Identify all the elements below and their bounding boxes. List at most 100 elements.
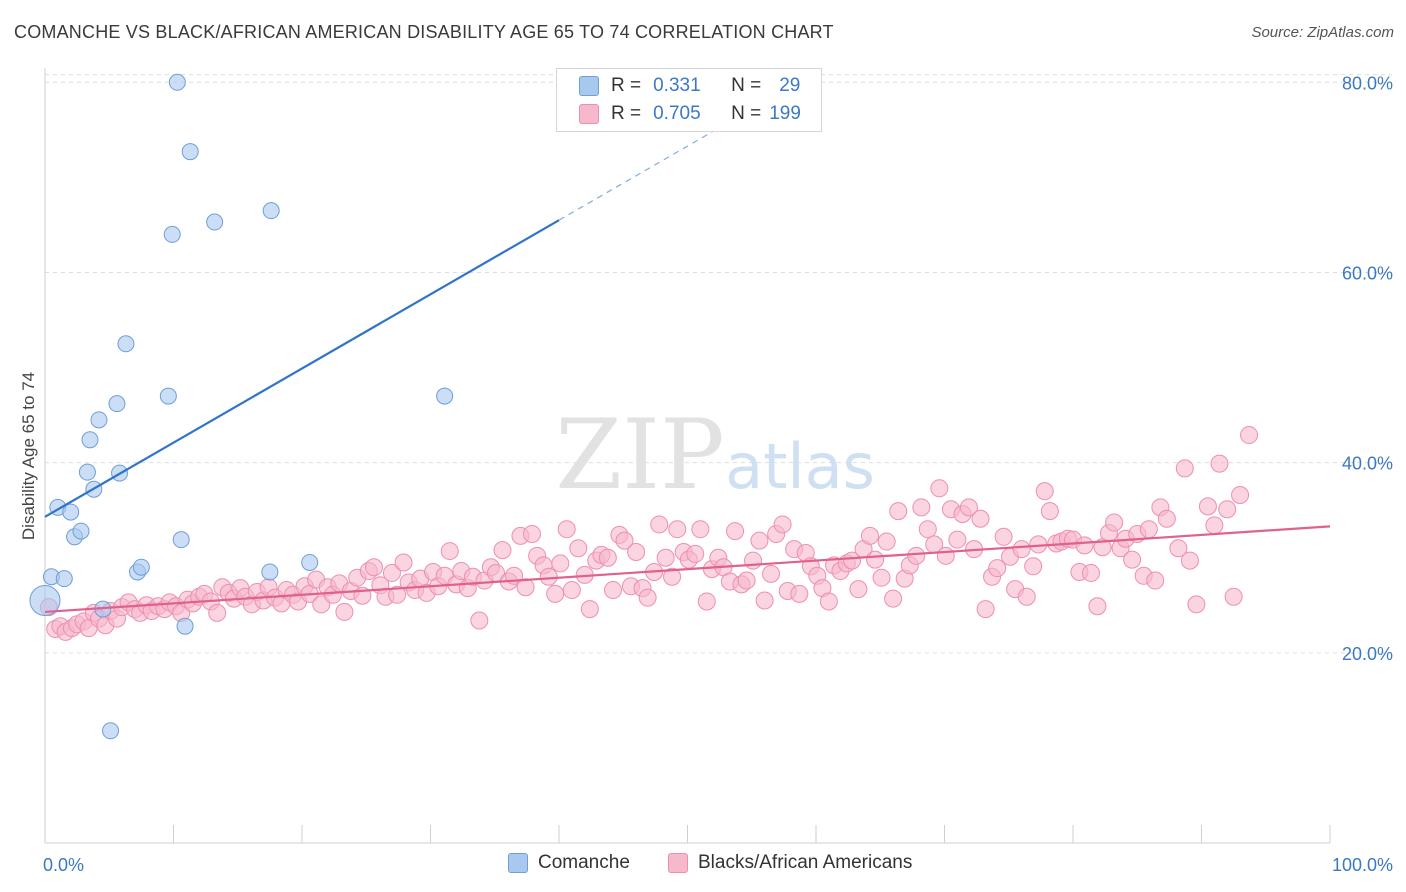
data-point-black [948, 530, 967, 549]
data-point-black [988, 559, 1007, 578]
data-point-black [1240, 426, 1259, 445]
data-point-black [208, 603, 227, 622]
data-point-black [1139, 520, 1158, 539]
data-point-black [562, 581, 581, 600]
data-point-comanche [29, 585, 61, 617]
data-point-black [889, 502, 908, 521]
data-point-black [918, 520, 937, 539]
trend-line-comanche [44, 219, 560, 518]
source-label: Source: ZipAtlas.com [1251, 24, 1394, 41]
chart-title: COMANCHE VS BLACK/AFRICAN AMERICAN DISAB… [14, 22, 834, 42]
r-value: 0.331 [653, 75, 701, 96]
data-point-comanche [163, 225, 181, 243]
data-point-black [936, 546, 955, 565]
data-point-black [842, 551, 861, 570]
axis-layer [44, 68, 1331, 844]
data-point-black [860, 526, 879, 545]
data-point-black [1146, 571, 1165, 590]
legend-item-black: Blacks/African Americans [668, 852, 912, 874]
data-point-comanche [78, 463, 96, 481]
data-point-black [557, 520, 576, 539]
data-point-black [884, 589, 903, 608]
data-point-comanche [72, 522, 90, 540]
data-point-black [971, 509, 990, 528]
data-point-comanche [206, 213, 224, 231]
data-point-black [773, 515, 792, 534]
data-point-black [569, 539, 588, 558]
data-point-comanche [55, 570, 73, 588]
n-value: 199 [769, 103, 801, 124]
data-point-black [539, 567, 558, 586]
data-point-comanche [301, 553, 319, 571]
data-point-black [663, 567, 682, 586]
data-point-black [440, 542, 459, 561]
data-point-comanche [159, 387, 177, 405]
data-point-black [1231, 485, 1250, 504]
legend-item-comanche: Comanche [508, 852, 630, 874]
data-point-comanche [90, 411, 108, 429]
data-point-black [819, 592, 838, 611]
data-point-comanche [132, 558, 150, 576]
n-value: 29 [779, 75, 801, 96]
data-point-black [546, 584, 565, 603]
data-point-black [1105, 513, 1124, 532]
y-tick-label: 20.0% [1342, 644, 1393, 664]
data-point-black [872, 568, 891, 587]
data-point-black [1123, 550, 1142, 569]
data-point-black [1012, 540, 1031, 559]
data-point-black [1175, 459, 1194, 478]
n-label: N = [731, 75, 762, 96]
y-tick-label: 80.0% [1342, 73, 1393, 93]
tick-label-layer: 20.0% 40.0% 60.0% 80.0% 0.0% 100.0% [43, 73, 1393, 875]
legend: Comanche Blacks/African Americans [0, 850, 1406, 880]
trend-line-comanche-extension [558, 115, 740, 221]
data-point-black [650, 515, 669, 534]
stats-box: R = 0.331 N = 29 R = 0.705 N = 199 [556, 68, 822, 132]
data-point-black [516, 578, 535, 597]
r-label: R = [611, 103, 642, 124]
data-point-comanche [176, 617, 194, 635]
legend-swatch-black [668, 853, 688, 873]
legend-label-comanche: Comanche [538, 852, 630, 873]
data-point-black [866, 550, 885, 569]
data-point-black [1224, 587, 1243, 606]
data-point-comanche [108, 395, 126, 413]
black-swatch [579, 104, 599, 124]
data-point-black [1017, 587, 1036, 606]
r-label: R = [611, 75, 642, 96]
data-point-black [1075, 536, 1094, 555]
data-point-black [994, 527, 1013, 546]
data-point-black [691, 520, 710, 539]
data-point-black [364, 558, 383, 577]
data-point-black [1169, 539, 1188, 558]
data-point-black [755, 591, 774, 610]
data-point-black [627, 543, 646, 562]
data-point-black [382, 563, 401, 582]
data-point-black [1081, 563, 1100, 582]
x-tick-label: 0.0% [43, 855, 84, 875]
data-point-black [912, 498, 931, 517]
data-point-black [394, 553, 413, 572]
n-label: N = [731, 103, 762, 124]
data-point-black [580, 600, 599, 619]
data-point-black [1210, 454, 1229, 473]
stats-row-comanche: R = 0.331 N = 29 [579, 73, 800, 99]
trend-line-black [44, 525, 1331, 614]
data-point-black [697, 592, 716, 611]
legend-label-black: Blacks/African Americans [698, 852, 913, 873]
data-point-black [907, 546, 926, 565]
data-point-comanche [181, 143, 199, 161]
data-point-black [1180, 551, 1199, 570]
data-point-black [849, 580, 868, 599]
data-point-black [726, 522, 745, 541]
data-point-comanche [436, 387, 454, 405]
data-point-black [790, 584, 809, 603]
data-point-black [930, 479, 949, 498]
data-point-black [750, 531, 769, 550]
data-point-black [603, 581, 622, 600]
data-point-comanche [172, 531, 190, 549]
data-point-comanche [102, 722, 120, 740]
data-point-black [1205, 516, 1224, 535]
data-point-black [312, 595, 331, 614]
